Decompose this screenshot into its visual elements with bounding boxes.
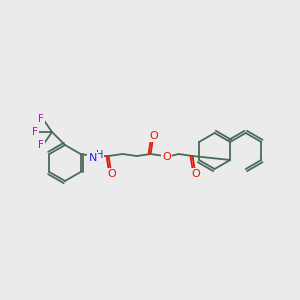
Text: F: F xyxy=(38,140,44,150)
Text: O: O xyxy=(191,169,200,179)
Text: F: F xyxy=(32,127,38,137)
Text: H: H xyxy=(96,150,103,160)
Text: F: F xyxy=(38,114,44,124)
Text: O: O xyxy=(162,152,171,162)
Text: N: N xyxy=(88,153,97,163)
Text: O: O xyxy=(107,169,116,179)
Text: O: O xyxy=(149,131,158,141)
